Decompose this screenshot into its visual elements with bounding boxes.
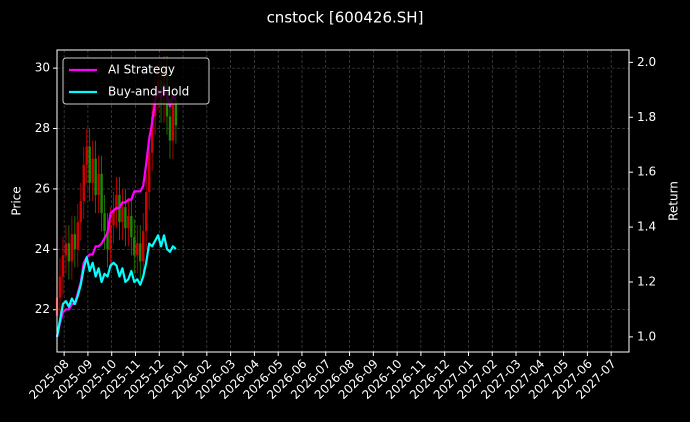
candle-body xyxy=(115,194,118,211)
candle-body xyxy=(103,213,106,232)
legend-label: Buy-and-Hold xyxy=(108,85,189,99)
candle-body xyxy=(171,101,175,141)
y2-tick-label: 1.2 xyxy=(637,274,656,288)
candle-body xyxy=(91,158,94,183)
y-tick-label: 24 xyxy=(35,242,50,256)
candle-body xyxy=(76,222,80,250)
y-tick-label: 30 xyxy=(35,61,50,75)
candle-body xyxy=(121,207,124,223)
candle-body xyxy=(58,276,62,298)
plot-frame xyxy=(56,49,630,353)
candle-body xyxy=(79,201,82,223)
candle-body xyxy=(150,116,154,153)
candle-body xyxy=(142,231,145,262)
y-tick-label: 22 xyxy=(35,302,50,316)
candle-body xyxy=(64,243,68,256)
y2-tick-label: 1.8 xyxy=(637,110,656,124)
candle-body xyxy=(133,237,136,256)
candle-body xyxy=(130,216,133,238)
candle-body xyxy=(124,207,127,229)
candle-body xyxy=(174,101,178,126)
legend-label: AI Strategy xyxy=(108,63,175,77)
candle-body xyxy=(88,146,91,183)
return-line xyxy=(55,234,177,338)
y2-tick-label: 1.4 xyxy=(637,220,656,234)
candle-body xyxy=(67,243,71,262)
candle-body xyxy=(61,255,65,277)
candle-body xyxy=(136,243,139,256)
candle-body xyxy=(94,158,97,195)
y-axis-label: Price xyxy=(10,186,24,215)
candle-body xyxy=(70,234,74,262)
candle-body xyxy=(127,216,130,229)
candle-body xyxy=(147,152,151,192)
candle-body xyxy=(139,243,142,262)
candle-body xyxy=(144,191,148,232)
legend-box xyxy=(62,57,210,105)
candle-body xyxy=(112,210,115,226)
y2-axis-label: Return xyxy=(667,181,681,221)
y2-tick-label: 1.0 xyxy=(637,329,656,343)
candle-body xyxy=(106,231,109,250)
chart-title: cnstock [600426.SH] xyxy=(267,9,424,27)
y-tick-label: 26 xyxy=(35,181,50,195)
y2-tick-label: 2.0 xyxy=(637,55,656,69)
candle-body xyxy=(97,173,100,195)
y-tick-label: 28 xyxy=(35,121,50,135)
candle-body xyxy=(100,173,103,214)
candle-body xyxy=(73,234,77,250)
candle-body xyxy=(168,116,172,141)
candle-body xyxy=(109,225,112,250)
y2-tick-label: 1.6 xyxy=(637,165,656,179)
candle-body xyxy=(85,146,88,165)
candle-body xyxy=(82,164,85,201)
